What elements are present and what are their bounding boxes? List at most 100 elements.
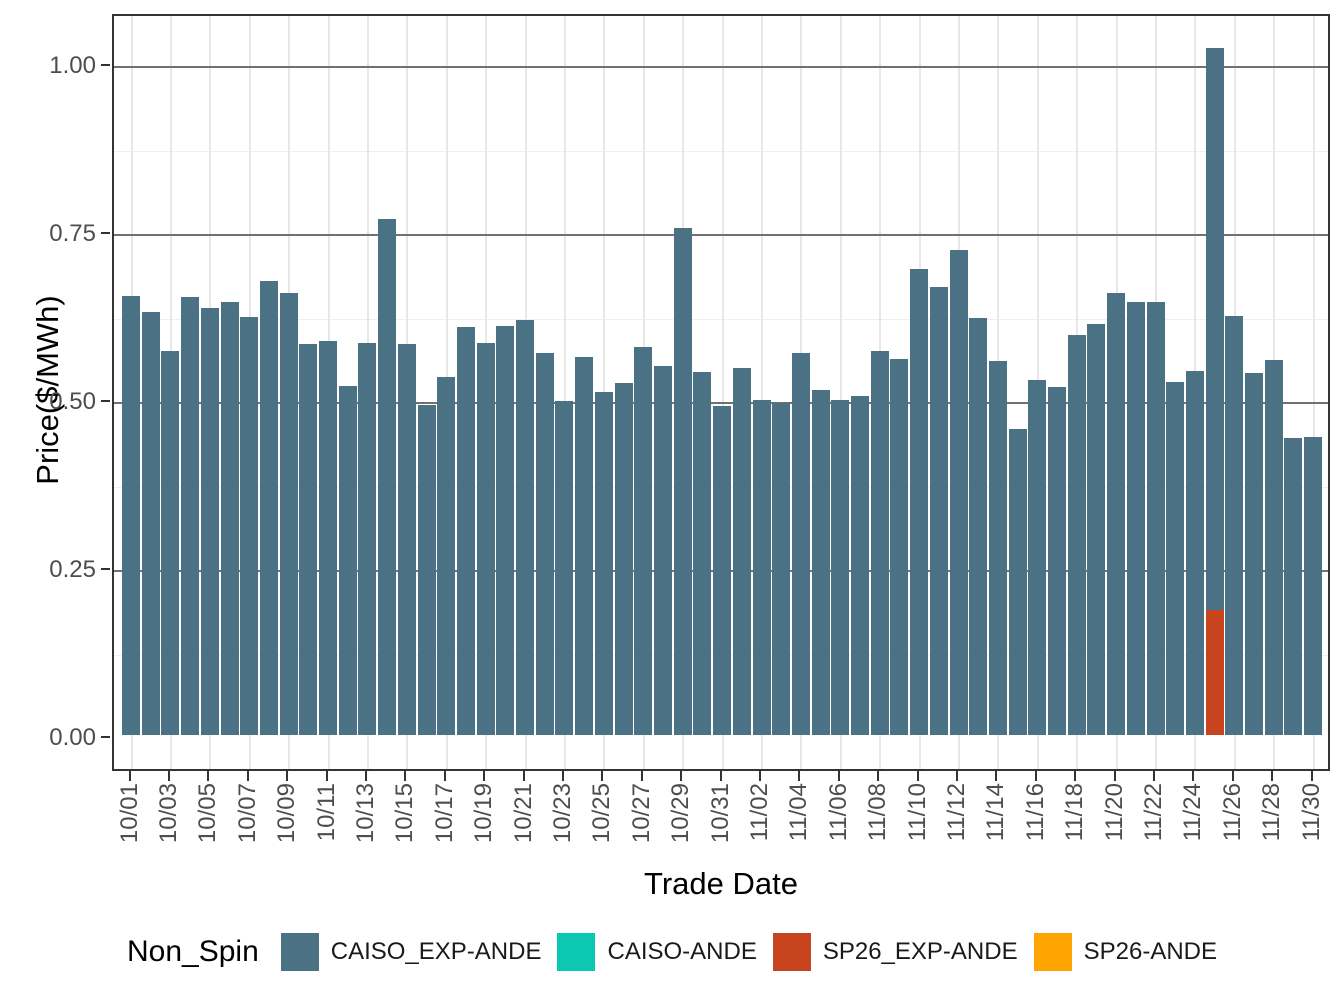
bar-10/09	[279, 293, 298, 735]
x-tick	[955, 771, 958, 781]
bar-segment-caiso-exp-ande	[653, 366, 672, 735]
bar-segment-caiso-exp-ande	[1205, 48, 1224, 610]
y-tick	[101, 232, 110, 234]
x-tick	[1231, 771, 1234, 781]
gridline-minor-h	[114, 151, 1328, 152]
bar-11/05	[811, 390, 830, 735]
bar-segment-caiso-exp-ande	[279, 293, 298, 735]
bar-segment-caiso-exp-ande	[614, 383, 633, 735]
plot-panel	[112, 14, 1330, 771]
bar-segment-caiso-exp-ande	[1146, 302, 1165, 735]
x-tick	[758, 771, 761, 781]
x-tick-label: 10/13	[351, 783, 379, 844]
x-tick	[837, 771, 840, 781]
gridline-major-v	[563, 16, 566, 769]
x-tick	[364, 771, 367, 781]
y-tick-label: 0.00	[49, 724, 96, 751]
x-tick	[1310, 771, 1313, 781]
x-tick-label: 11/28	[1258, 783, 1286, 842]
bar-10/19	[476, 343, 495, 735]
bar-segment-caiso-exp-ande	[910, 269, 929, 735]
bar-10/14	[378, 219, 397, 735]
bar-segment-caiso-exp-ande	[476, 343, 495, 735]
bar-11/16	[1028, 380, 1047, 735]
x-tick-label: 11/04	[785, 783, 813, 842]
bar-segment-caiso-exp-ande	[1126, 302, 1145, 735]
bar-10/01	[122, 296, 140, 735]
x-tick-label: 11/02	[745, 783, 773, 842]
x-tick	[680, 771, 683, 781]
bar-segment-caiso-exp-ande	[693, 372, 712, 735]
bar-10/05	[200, 308, 219, 735]
legend-title: Non_Spin	[126, 935, 259, 968]
bar-10/23	[555, 401, 574, 735]
bar-11/26	[1225, 316, 1244, 735]
bar-segment-caiso-exp-ande	[358, 343, 377, 735]
bar-segment-caiso-exp-ande	[259, 281, 278, 735]
bar-11/21	[1126, 302, 1145, 735]
bar-segment-caiso-exp-ande	[299, 344, 318, 735]
x-tick	[483, 771, 486, 781]
x-tick-label: 10/09	[273, 783, 301, 844]
bar-10/29	[673, 228, 692, 735]
x-tick	[1271, 771, 1274, 781]
y-tick	[101, 400, 110, 402]
bar-segment-caiso-exp-ande	[831, 400, 850, 735]
bar-segment-caiso-exp-ande	[851, 396, 870, 735]
bar-11/17	[1048, 387, 1067, 735]
bar-11/14	[988, 361, 1007, 735]
bar-11/20	[1107, 293, 1126, 735]
x-tick-label: 11/24	[1179, 783, 1207, 842]
x-tick-label: 10/15	[391, 783, 419, 844]
gridline-minor-h	[114, 319, 1328, 320]
bar-10/30	[693, 372, 712, 735]
bar-10/06	[220, 302, 239, 735]
bar-11/01	[732, 368, 751, 735]
x-tick-label: 10/29	[667, 783, 695, 844]
legend-item-caiso_exp-ande: CAISO_EXP-ANDE	[280, 933, 541, 971]
x-tick	[1113, 771, 1116, 781]
x-tick	[443, 771, 446, 781]
x-tick	[601, 771, 604, 781]
y-tick-label: 0.50	[49, 388, 96, 415]
gridline-major-v	[760, 16, 763, 769]
bar-segment-caiso-exp-ande	[929, 287, 948, 735]
bar-segment-caiso-exp-ande	[1185, 371, 1204, 735]
bar-11/10	[910, 269, 929, 735]
bar-segment-caiso-exp-ande	[634, 347, 653, 735]
bar-segment-caiso-exp-ande	[1245, 373, 1264, 735]
gridline-major-h	[114, 234, 1328, 236]
x-tick	[798, 771, 801, 781]
bar-11/22	[1146, 302, 1165, 735]
x-tick	[167, 771, 170, 781]
legend-item-sp26_exp-ande: SP26_EXP-ANDE	[772, 933, 1018, 971]
bar-segment-caiso-exp-ande	[397, 344, 416, 735]
gridline-major-v	[839, 16, 842, 769]
bar-segment-caiso-exp-ande	[1067, 335, 1086, 735]
legend-label: SP26_EXP-ANDE	[822, 938, 1018, 965]
bar-11/24	[1185, 371, 1204, 735]
x-tick-label: 10/19	[470, 783, 498, 844]
gridline-major-h	[114, 66, 1328, 68]
x-tick	[286, 771, 289, 781]
bar-segment-caiso-exp-ande	[378, 219, 397, 735]
bar-segment-caiso-exp-ande	[240, 317, 259, 735]
bar-segment-caiso-exp-ande	[1284, 438, 1303, 735]
legend: Non_Spin CAISO_EXP-ANDE CAISO-ANDE SP26_EX…	[0, 926, 1344, 978]
x-tick-label: 11/10	[903, 783, 931, 842]
bar-10/26	[614, 383, 633, 735]
y-tick-label: 0.75	[49, 220, 96, 247]
y-tick	[101, 736, 110, 738]
x-tick-label: 11/06	[824, 783, 852, 842]
x-tick	[1192, 771, 1195, 781]
bar-11/12	[949, 250, 968, 735]
x-tick-label: 11/18	[1061, 783, 1089, 842]
bar-11/18	[1067, 335, 1086, 735]
bar-segment-caiso-exp-ande	[772, 403, 791, 735]
bar-10/03	[161, 351, 180, 735]
bar-segment-caiso-exp-ande	[496, 326, 515, 735]
bar-11/11	[929, 287, 948, 735]
bar-10/02	[141, 312, 160, 735]
bar-10/16	[417, 405, 436, 735]
